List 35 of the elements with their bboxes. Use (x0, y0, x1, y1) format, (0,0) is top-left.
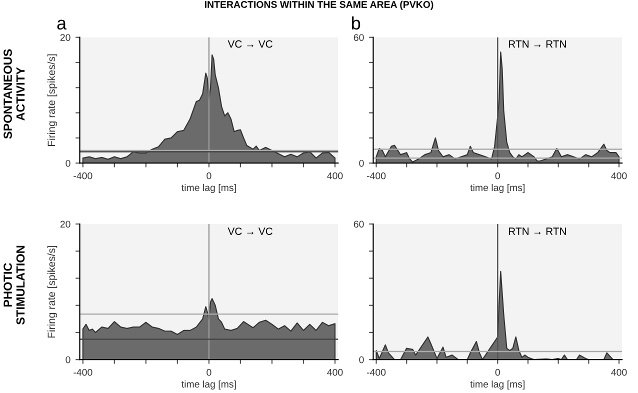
y-tick-label: 20 (60, 220, 70, 228)
y-tick-label: 20 (60, 34, 70, 41)
y-tick-label: 60 (354, 220, 364, 228)
x-tick-label: -400 (366, 368, 386, 376)
chart-subtitle: VC → VC (228, 40, 272, 48)
x-axis-title: time lag [ms] (470, 184, 524, 194)
x-tick-label: 0 (495, 172, 500, 180)
y-axis-title: Firing rate [spikes/s] (47, 54, 58, 146)
chart-subtitle: RTN → RTN (508, 228, 566, 235)
chart-title: a (57, 20, 67, 30)
x-tick-label: 0 (206, 368, 212, 376)
y-tick-label: 60 (354, 34, 364, 41)
text: INTERACTIONS WITHIN THE SAME AREA (PVKO) (204, 0, 434, 10)
text: SPONTANEOUS ACTIVITY (4, 49, 25, 139)
y-tick-label: 0 (359, 356, 364, 364)
x-tick-label: 400 (611, 368, 627, 376)
x-axis-title: time lag [ms] (182, 184, 236, 194)
x-axis-title: time lag [ms] (182, 380, 236, 390)
x-tick-label: -400 (74, 368, 92, 376)
x-tick-label: 400 (327, 368, 343, 376)
x-tick-label: 400 (611, 172, 627, 180)
y-tick-label: 0 (359, 160, 364, 167)
x-tick-label: -400 (74, 172, 92, 180)
chart-title: b (352, 16, 360, 30)
y-tick-label: 0 (66, 160, 70, 167)
chart-subtitle: VC → VC (228, 228, 272, 235)
x-tick-label: 0 (495, 368, 500, 376)
x-axis-title: time lag [ms] (470, 380, 524, 390)
chart-subtitle: RTN → RTN (508, 40, 566, 48)
y-axis-title: Firing rate [spikes/s] (47, 246, 58, 338)
text: PHOTIC STIMULATION (4, 246, 25, 325)
x-tick-label: -400 (366, 172, 386, 180)
y-tick-label: 0 (66, 356, 70, 364)
x-tick-label: 0 (206, 172, 212, 180)
x-tick-label: 400 (327, 172, 343, 180)
